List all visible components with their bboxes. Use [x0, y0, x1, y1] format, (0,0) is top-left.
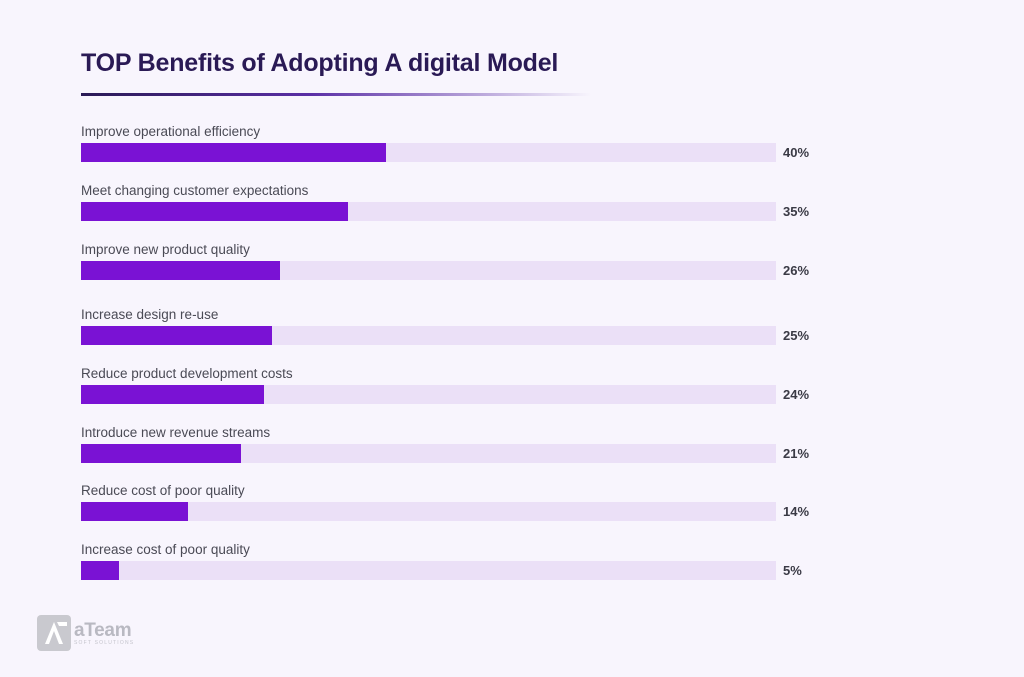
bar-label: Introduce new revenue streams: [81, 425, 271, 440]
bar-row: Improve operational efficiency 40%: [81, 124, 841, 184]
bar-track: [81, 502, 776, 521]
bar-label: Improve operational efficiency: [81, 124, 261, 139]
bar-track: [81, 202, 776, 221]
brand-name: aTeam: [74, 619, 132, 641]
bar-track: [81, 261, 776, 280]
bar-track: [81, 326, 776, 345]
bar-row: Introduce new revenue streams 21%: [81, 425, 841, 485]
title-underline: [81, 93, 591, 96]
brand-logo: aTeam SOFT SOLUTIONS: [37, 615, 134, 651]
bar-track: [81, 385, 776, 404]
bar-value-label: 5%: [783, 563, 802, 578]
bar-row: Reduce cost of poor quality 14%: [81, 483, 841, 543]
bar: [81, 502, 188, 521]
bar-value-label: 21%: [783, 446, 810, 461]
bar: [81, 385, 264, 404]
bar-row: Increase design re-use 25%: [81, 307, 841, 367]
bar: [81, 202, 348, 221]
bar-label: Improve new product quality: [81, 242, 250, 257]
bar-track: [81, 143, 776, 162]
bar-value-label: 40%: [783, 145, 810, 160]
bar-row: Improve new product quality 26%: [81, 242, 841, 302]
bar-row: Reduce product development costs 24%: [81, 366, 841, 426]
bar: [81, 261, 280, 280]
bar-label: Increase design re-use: [81, 307, 219, 322]
chart-title: TOP Benefits of Adopting A digital Model: [81, 49, 559, 77]
bar-label: Increase cost of poor quality: [81, 542, 250, 557]
bar-label: Reduce product development costs: [81, 366, 293, 381]
bar-row: Increase cost of poor quality 5%: [81, 542, 841, 602]
bar-value-label: 26%: [783, 263, 810, 278]
bar-track: [81, 444, 776, 463]
bar-label: Meet changing customer expectations: [81, 183, 309, 198]
bar-value-label: 14%: [783, 504, 810, 519]
bar: [81, 143, 386, 162]
bar: [81, 444, 241, 463]
bar: [81, 561, 119, 580]
bar-track: [81, 561, 776, 580]
bar-value-label: 25%: [783, 328, 810, 343]
bar-label: Reduce cost of poor quality: [81, 483, 245, 498]
bar-value-label: 35%: [783, 204, 810, 219]
brand-tagline: SOFT SOLUTIONS: [74, 639, 135, 646]
bar-row: Meet changing customer expectations 35%: [81, 183, 841, 243]
bar-value-label: 24%: [783, 387, 810, 402]
bar: [81, 326, 272, 345]
logo-icon: [37, 615, 71, 651]
